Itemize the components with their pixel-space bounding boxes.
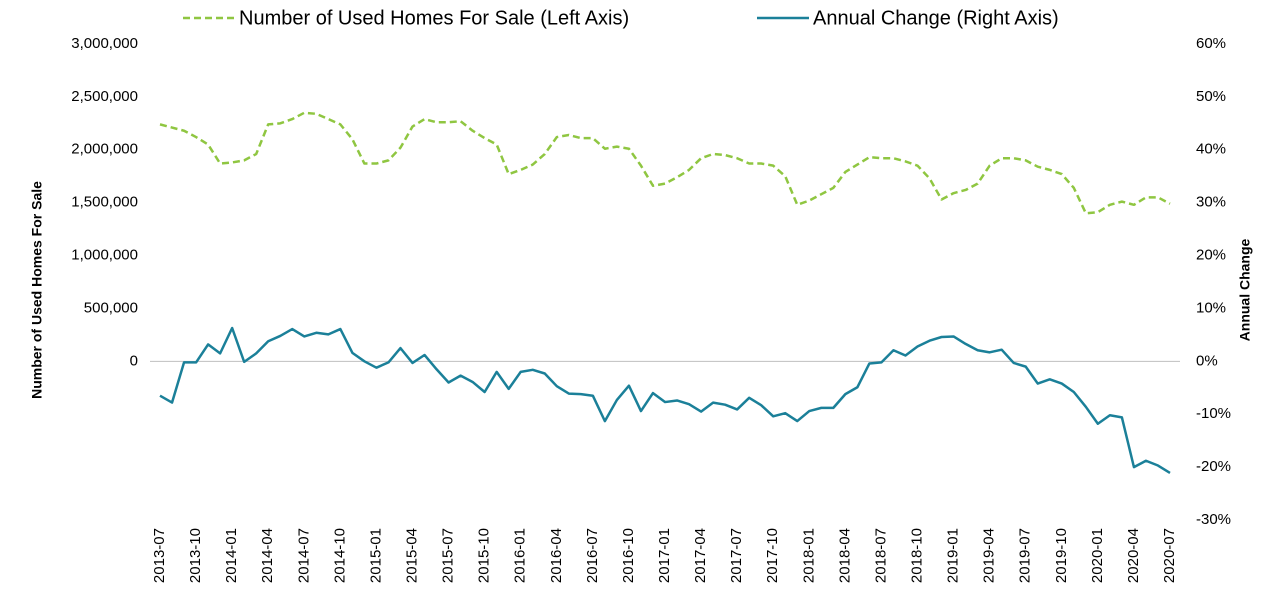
x-tick-label: 2016-04 (548, 528, 565, 583)
y2-tick-label: 0% (1196, 352, 1218, 369)
y2-tick-label: 50% (1196, 88, 1226, 105)
x-tick-label: 2019-07 (1017, 528, 1034, 583)
x-tick-label: 2016-01 (512, 528, 529, 583)
x-tick-label: 2020-01 (1089, 528, 1106, 583)
y-tick-label: 0 (130, 352, 138, 369)
legend-label: Annual Change (Right Axis) (813, 7, 1059, 29)
x-tick-label: 2014-07 (295, 528, 312, 583)
x-tick-label: 2016-10 (620, 528, 637, 583)
x-tick-label: 2014-04 (259, 528, 276, 583)
x-tick-label: 2014-01 (223, 528, 240, 583)
y2-tick-label: 20% (1196, 247, 1226, 264)
x-tick-label: 2013-10 (187, 528, 204, 583)
y-tick-label: 2,500,000 (71, 88, 138, 105)
series-line (159, 326, 1171, 474)
y-tick-label: 3,000,000 (71, 35, 138, 52)
x-tick-label: 2017-01 (656, 528, 673, 583)
x-tick-label: 2017-07 (728, 528, 745, 583)
x-tick-label: 2013-07 (151, 528, 168, 583)
x-tick-label: 2019-01 (945, 528, 962, 583)
x-tick-label: 2019-04 (981, 528, 998, 583)
x-tick-label: 2014-10 (331, 528, 348, 583)
legend-label: Number of Used Homes For Sale (Left Axis… (239, 7, 629, 29)
x-tick-label: 2018-04 (836, 528, 853, 583)
y2-tick-label: -30% (1196, 511, 1231, 528)
x-tick-label: 2015-07 (440, 528, 457, 583)
x-tick-label: 2020-07 (1161, 528, 1178, 583)
y2-tick-label: -20% (1196, 458, 1231, 475)
x-tick-label: 2019-10 (1053, 528, 1070, 583)
y2-tick-label: 40% (1196, 141, 1226, 158)
x-tick-label: 2017-10 (764, 528, 781, 583)
y2-tick-label: 10% (1196, 299, 1226, 316)
y-tick-label: 500,000 (84, 299, 138, 316)
y2-axis-title: Annual Change (1237, 238, 1253, 341)
y2-tick-label: 30% (1196, 194, 1226, 211)
x-tick-label: 2015-10 (476, 528, 493, 583)
x-tick-label: 2018-07 (872, 528, 889, 583)
y-tick-label: 2,000,000 (71, 141, 138, 158)
x-tick-label: 2020-04 (1125, 528, 1142, 583)
y-tick-label: 1,500,000 (71, 194, 138, 211)
y2-tick-label: -10% (1196, 405, 1231, 422)
series-line (159, 111, 1171, 215)
y-tick-label: 1,000,000 (71, 247, 138, 264)
x-tick-label: 2017-04 (692, 528, 709, 583)
x-tick-label: 2015-04 (403, 528, 420, 583)
y-axis-title: Number of Used Homes For Sale (29, 181, 45, 399)
x-tick-label: 2016-07 (584, 528, 601, 583)
x-tick-label: 2018-10 (908, 528, 925, 583)
y2-tick-label: 60% (1196, 35, 1226, 52)
x-tick-label: 2018-01 (800, 528, 817, 583)
x-tick-label: 2015-01 (367, 528, 384, 583)
